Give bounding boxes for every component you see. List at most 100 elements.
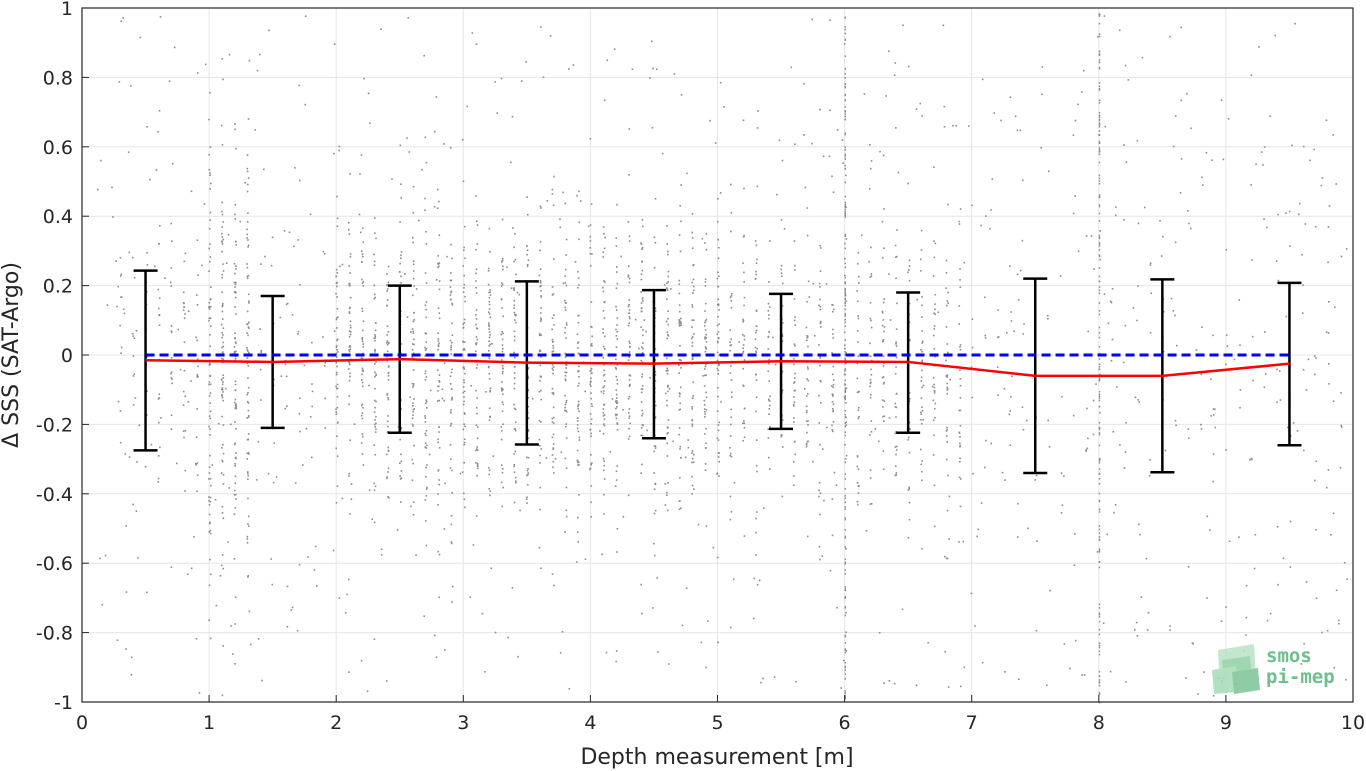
scatter-point bbox=[832, 421, 835, 423]
scatter-point bbox=[908, 451, 911, 454]
scatter-point bbox=[844, 563, 846, 565]
scatter-point bbox=[101, 603, 104, 606]
scatter-point bbox=[1214, 426, 1217, 429]
scatter-point bbox=[743, 359, 746, 361]
scatter-point bbox=[551, 341, 554, 343]
scatter-point bbox=[590, 203, 593, 205]
scatter-point bbox=[246, 400, 249, 403]
scatter-point bbox=[209, 392, 212, 394]
scatter-point bbox=[1016, 273, 1019, 276]
scatter-point bbox=[348, 265, 350, 267]
scatter-point bbox=[1098, 365, 1101, 368]
scatter-point bbox=[844, 208, 846, 211]
scatter-point bbox=[551, 417, 554, 420]
scatter-point bbox=[234, 337, 236, 339]
scatter-point bbox=[517, 655, 519, 658]
scatter-point bbox=[489, 390, 491, 393]
scatter-point bbox=[500, 298, 503, 300]
scatter-point bbox=[124, 453, 127, 455]
scatter-point bbox=[373, 444, 376, 446]
scatter-point bbox=[475, 343, 477, 346]
scatter-point bbox=[415, 288, 418, 290]
scatter-point bbox=[1106, 533, 1109, 536]
scatter-point bbox=[1305, 581, 1308, 583]
scatter-point bbox=[1226, 345, 1229, 347]
scatter-point bbox=[615, 305, 617, 308]
scatter-point bbox=[667, 386, 669, 388]
scatter-point bbox=[1004, 671, 1006, 673]
scatter-point bbox=[641, 412, 644, 415]
scatter-point bbox=[1098, 331, 1101, 334]
scatter-point bbox=[919, 102, 922, 105]
scatter-point bbox=[845, 649, 848, 652]
scatter-point bbox=[527, 467, 529, 470]
scatter-point bbox=[718, 309, 720, 311]
scatter-point bbox=[806, 440, 809, 443]
scatter-point bbox=[629, 384, 631, 386]
scatter-point bbox=[1285, 212, 1287, 214]
scatter-point bbox=[589, 224, 592, 226]
scatter-point bbox=[1189, 227, 1192, 230]
scatter-point bbox=[762, 507, 765, 510]
scatter-point bbox=[373, 489, 376, 492]
scatter-point bbox=[425, 347, 428, 350]
scatter-point bbox=[349, 320, 352, 323]
scatter-point bbox=[488, 331, 491, 333]
scatter-point bbox=[1098, 205, 1101, 208]
scatter-point bbox=[170, 222, 173, 225]
scatter-point bbox=[1098, 675, 1101, 678]
scatter-point bbox=[1149, 459, 1151, 461]
scatter-point bbox=[844, 132, 846, 134]
scatter-point bbox=[545, 457, 548, 459]
scatter-point bbox=[993, 112, 996, 114]
scatter-point bbox=[412, 383, 415, 385]
scatter-point bbox=[921, 342, 924, 344]
scatter-point bbox=[806, 339, 808, 342]
scatter-point bbox=[1098, 53, 1101, 55]
scatter-point bbox=[921, 330, 923, 332]
scatter-point bbox=[1098, 345, 1101, 348]
scatter-point bbox=[819, 357, 822, 359]
scatter-point bbox=[425, 434, 427, 437]
scatter-point bbox=[755, 244, 758, 247]
scatter-point bbox=[502, 268, 504, 271]
scatter-point bbox=[1343, 561, 1346, 564]
scatter-point bbox=[844, 292, 846, 295]
scatter-point bbox=[655, 68, 658, 71]
scatter-point bbox=[475, 280, 477, 282]
scatter-point bbox=[502, 315, 504, 318]
scatter-point bbox=[718, 460, 720, 463]
scatter-point bbox=[602, 408, 605, 410]
scatter-point bbox=[1162, 235, 1164, 238]
scatter-point bbox=[590, 385, 592, 387]
scatter-point bbox=[1340, 424, 1343, 427]
scatter-point bbox=[540, 356, 542, 358]
scatter-point bbox=[424, 402, 427, 405]
scatter-point bbox=[246, 275, 249, 278]
scatter-point bbox=[743, 296, 746, 299]
scatter-point bbox=[387, 425, 389, 428]
scatter-point bbox=[933, 325, 936, 327]
scatter-point bbox=[246, 277, 249, 280]
scatter-point bbox=[812, 460, 814, 463]
scatter-point bbox=[704, 413, 706, 415]
scatter-point bbox=[844, 308, 847, 311]
scatter-point bbox=[565, 364, 568, 366]
scatter-point bbox=[293, 245, 295, 248]
scatter-point bbox=[1225, 606, 1227, 608]
scatter-point bbox=[921, 410, 924, 412]
scatter-point bbox=[934, 308, 936, 311]
scatter-point bbox=[627, 265, 630, 267]
scatter-point bbox=[793, 319, 796, 322]
scatter-point bbox=[412, 263, 415, 266]
scatter-point bbox=[680, 322, 682, 325]
scatter-point bbox=[870, 381, 872, 384]
scatter-point bbox=[730, 299, 733, 302]
scatter-point bbox=[123, 312, 126, 315]
scatter-point bbox=[691, 397, 694, 400]
scatter-point bbox=[901, 608, 904, 611]
x-tick-label: 3 bbox=[457, 712, 469, 734]
scatter-point bbox=[500, 282, 503, 284]
scatter-point bbox=[589, 240, 592, 242]
scatter-point bbox=[259, 328, 261, 330]
